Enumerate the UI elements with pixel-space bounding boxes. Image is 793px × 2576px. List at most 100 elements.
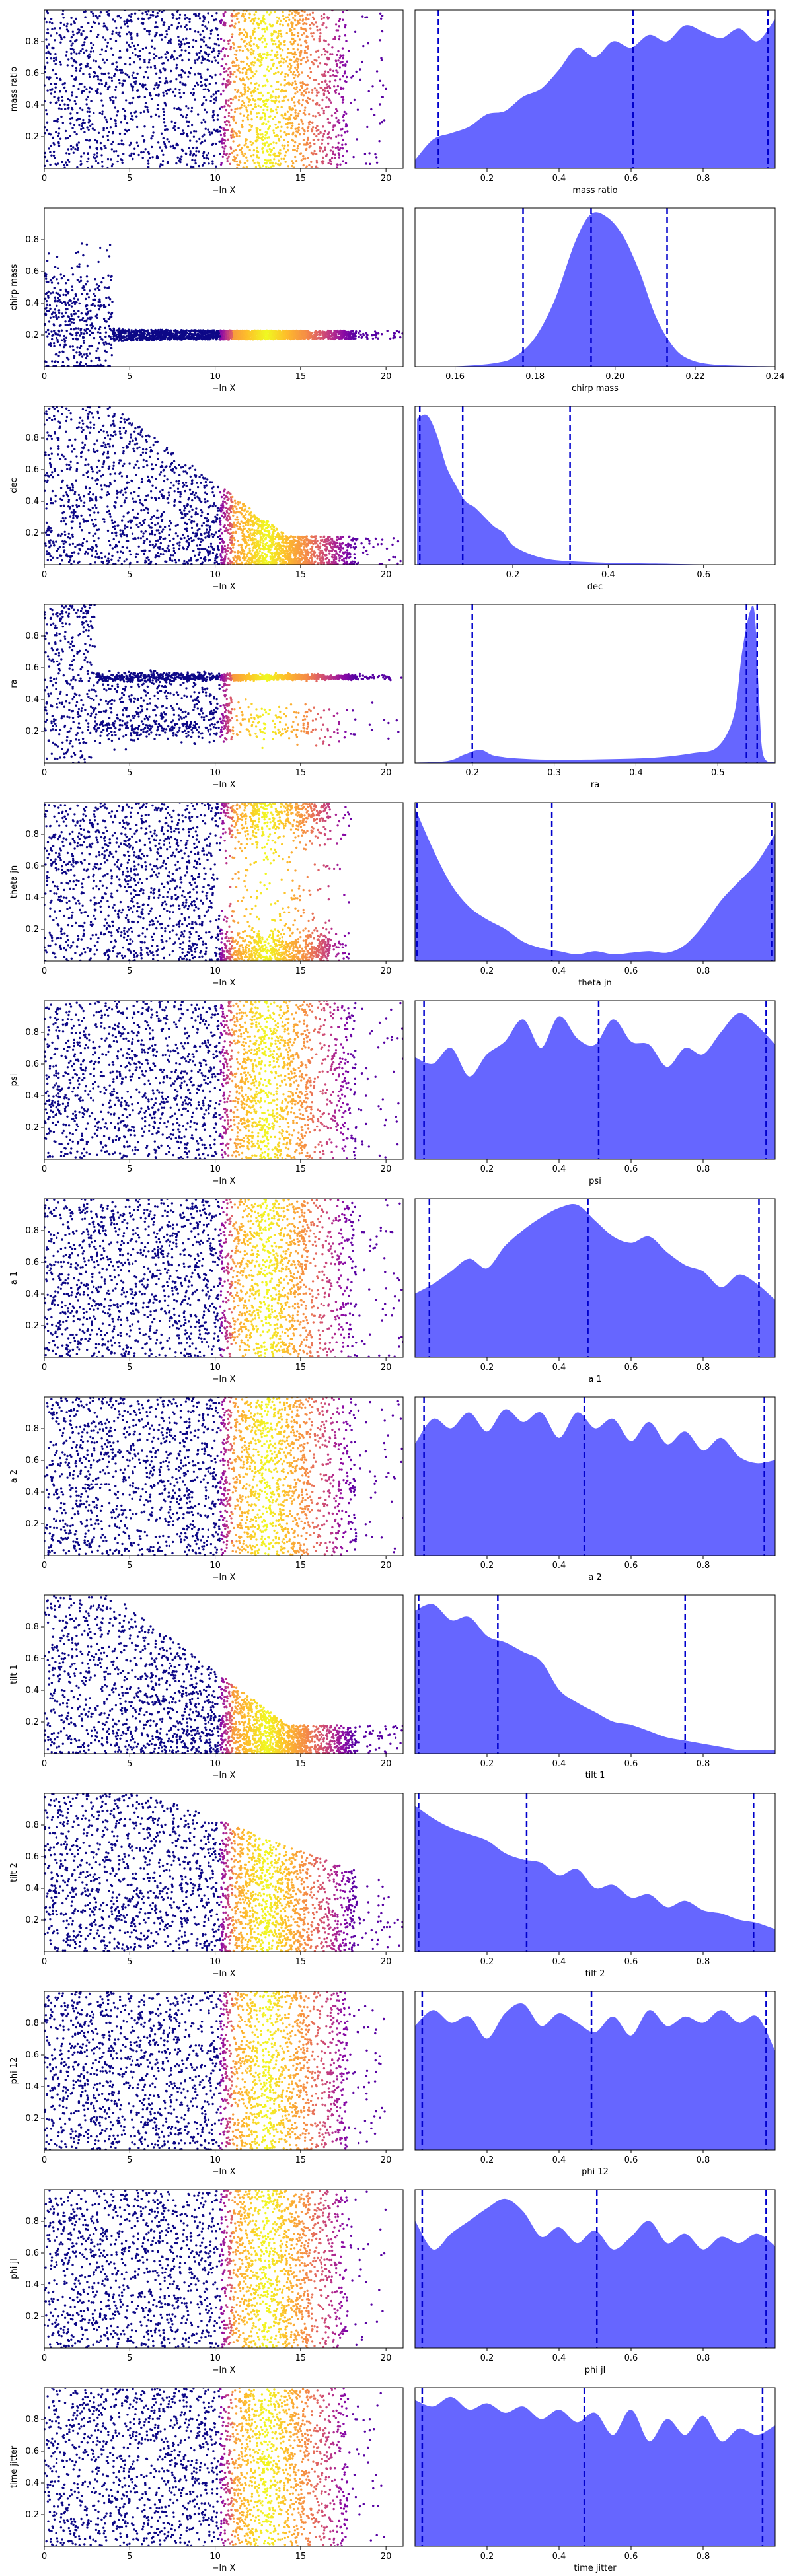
scatter-point (319, 147, 321, 150)
scatter-point (293, 332, 296, 336)
scatter-point (239, 77, 241, 81)
scatter-point (194, 73, 196, 76)
scatter-point (130, 115, 133, 118)
scatter-point (236, 154, 239, 157)
scatter-point (300, 85, 303, 87)
scatter-point (118, 338, 121, 340)
scatter-point (398, 330, 401, 333)
scatter-point (199, 336, 202, 338)
scatter-point (195, 150, 198, 153)
scatter-point (52, 136, 54, 139)
scatter-point (241, 124, 243, 127)
scatter-point (89, 67, 92, 70)
scatter-point (252, 75, 255, 78)
scatter-point (189, 153, 192, 156)
scatter-point (233, 110, 237, 114)
scatter-point (105, 297, 108, 299)
scatter-point (194, 15, 198, 17)
scatter-point (150, 45, 153, 48)
scatter-point (340, 134, 343, 137)
scatter-point (250, 53, 253, 56)
scatter-point (71, 285, 73, 288)
scatter-point (60, 115, 63, 118)
scatter-point (146, 336, 149, 340)
scatter-point (313, 87, 317, 90)
scatter-point (219, 73, 222, 76)
scatter-point (227, 42, 230, 45)
scatter-point (334, 112, 337, 114)
scatter-point (202, 118, 205, 122)
scatter-point (256, 133, 259, 136)
scatter-point (375, 332, 377, 334)
scatter-point (243, 102, 246, 104)
scatter-point (228, 83, 231, 85)
scatter-point (245, 45, 247, 48)
scatter-point (305, 141, 309, 144)
scatter-point (195, 81, 198, 85)
scatter-point (340, 336, 342, 339)
scatter-point (227, 155, 230, 158)
scatter-point (256, 59, 259, 62)
scatter-point (229, 24, 231, 28)
scatter-point (155, 55, 158, 57)
scatter-point (280, 135, 282, 138)
scatter-point (94, 139, 97, 141)
scatter-point (290, 83, 293, 87)
scatter-point (102, 36, 105, 39)
scatter-point (327, 121, 330, 124)
scatter-point (344, 26, 346, 29)
scatter-point (331, 46, 334, 49)
scatter-point (222, 77, 225, 81)
scatter-point (45, 20, 48, 24)
scatter-point (201, 59, 204, 62)
scatter-point (151, 11, 155, 13)
scatter-point (61, 122, 65, 124)
scatter-point (59, 21, 62, 24)
scatter-point (79, 319, 81, 322)
scatter-point (278, 139, 281, 142)
scatter-point (110, 164, 114, 168)
scatter-point (111, 301, 114, 303)
scatter-point (278, 164, 282, 166)
scatter-point (360, 336, 363, 339)
scatter-point (234, 22, 237, 25)
scatter-point (165, 128, 169, 131)
scatter-point (253, 13, 256, 16)
scatter-point (88, 114, 91, 118)
scatter-point (71, 338, 75, 340)
scatter-point (250, 143, 253, 146)
scatter-point (303, 109, 306, 112)
kde-xtick-label: 0.4 (552, 174, 566, 184)
scatter-point (54, 63, 57, 65)
scatter-point (61, 83, 64, 86)
scatter-point (92, 50, 94, 53)
scatter-point (285, 151, 287, 154)
scatter-point (316, 91, 319, 94)
scatter-point (271, 58, 274, 61)
scatter-point (148, 52, 151, 55)
scatter-point (350, 336, 352, 339)
scatter-point (275, 141, 278, 145)
scatter-point (300, 120, 303, 123)
scatter-point (96, 287, 99, 289)
scatter-point (75, 361, 79, 364)
scatter-point (96, 347, 99, 350)
scatter-point (261, 28, 264, 31)
scatter-point (246, 63, 248, 66)
scatter-point (346, 130, 349, 133)
scatter-point (223, 116, 227, 119)
scatter-point (241, 153, 244, 155)
scatter-point (60, 329, 63, 332)
scatter-point (291, 108, 294, 110)
scatter-point (196, 83, 200, 86)
scatter-point (53, 342, 56, 345)
scatter-point (73, 131, 76, 133)
scatter-point (276, 125, 280, 129)
scatter-point (324, 62, 326, 65)
scatter-point (86, 55, 89, 57)
scatter-point (295, 11, 298, 14)
scatter-point (289, 28, 291, 30)
scatter-point (143, 75, 145, 79)
scatter-point (223, 21, 225, 24)
